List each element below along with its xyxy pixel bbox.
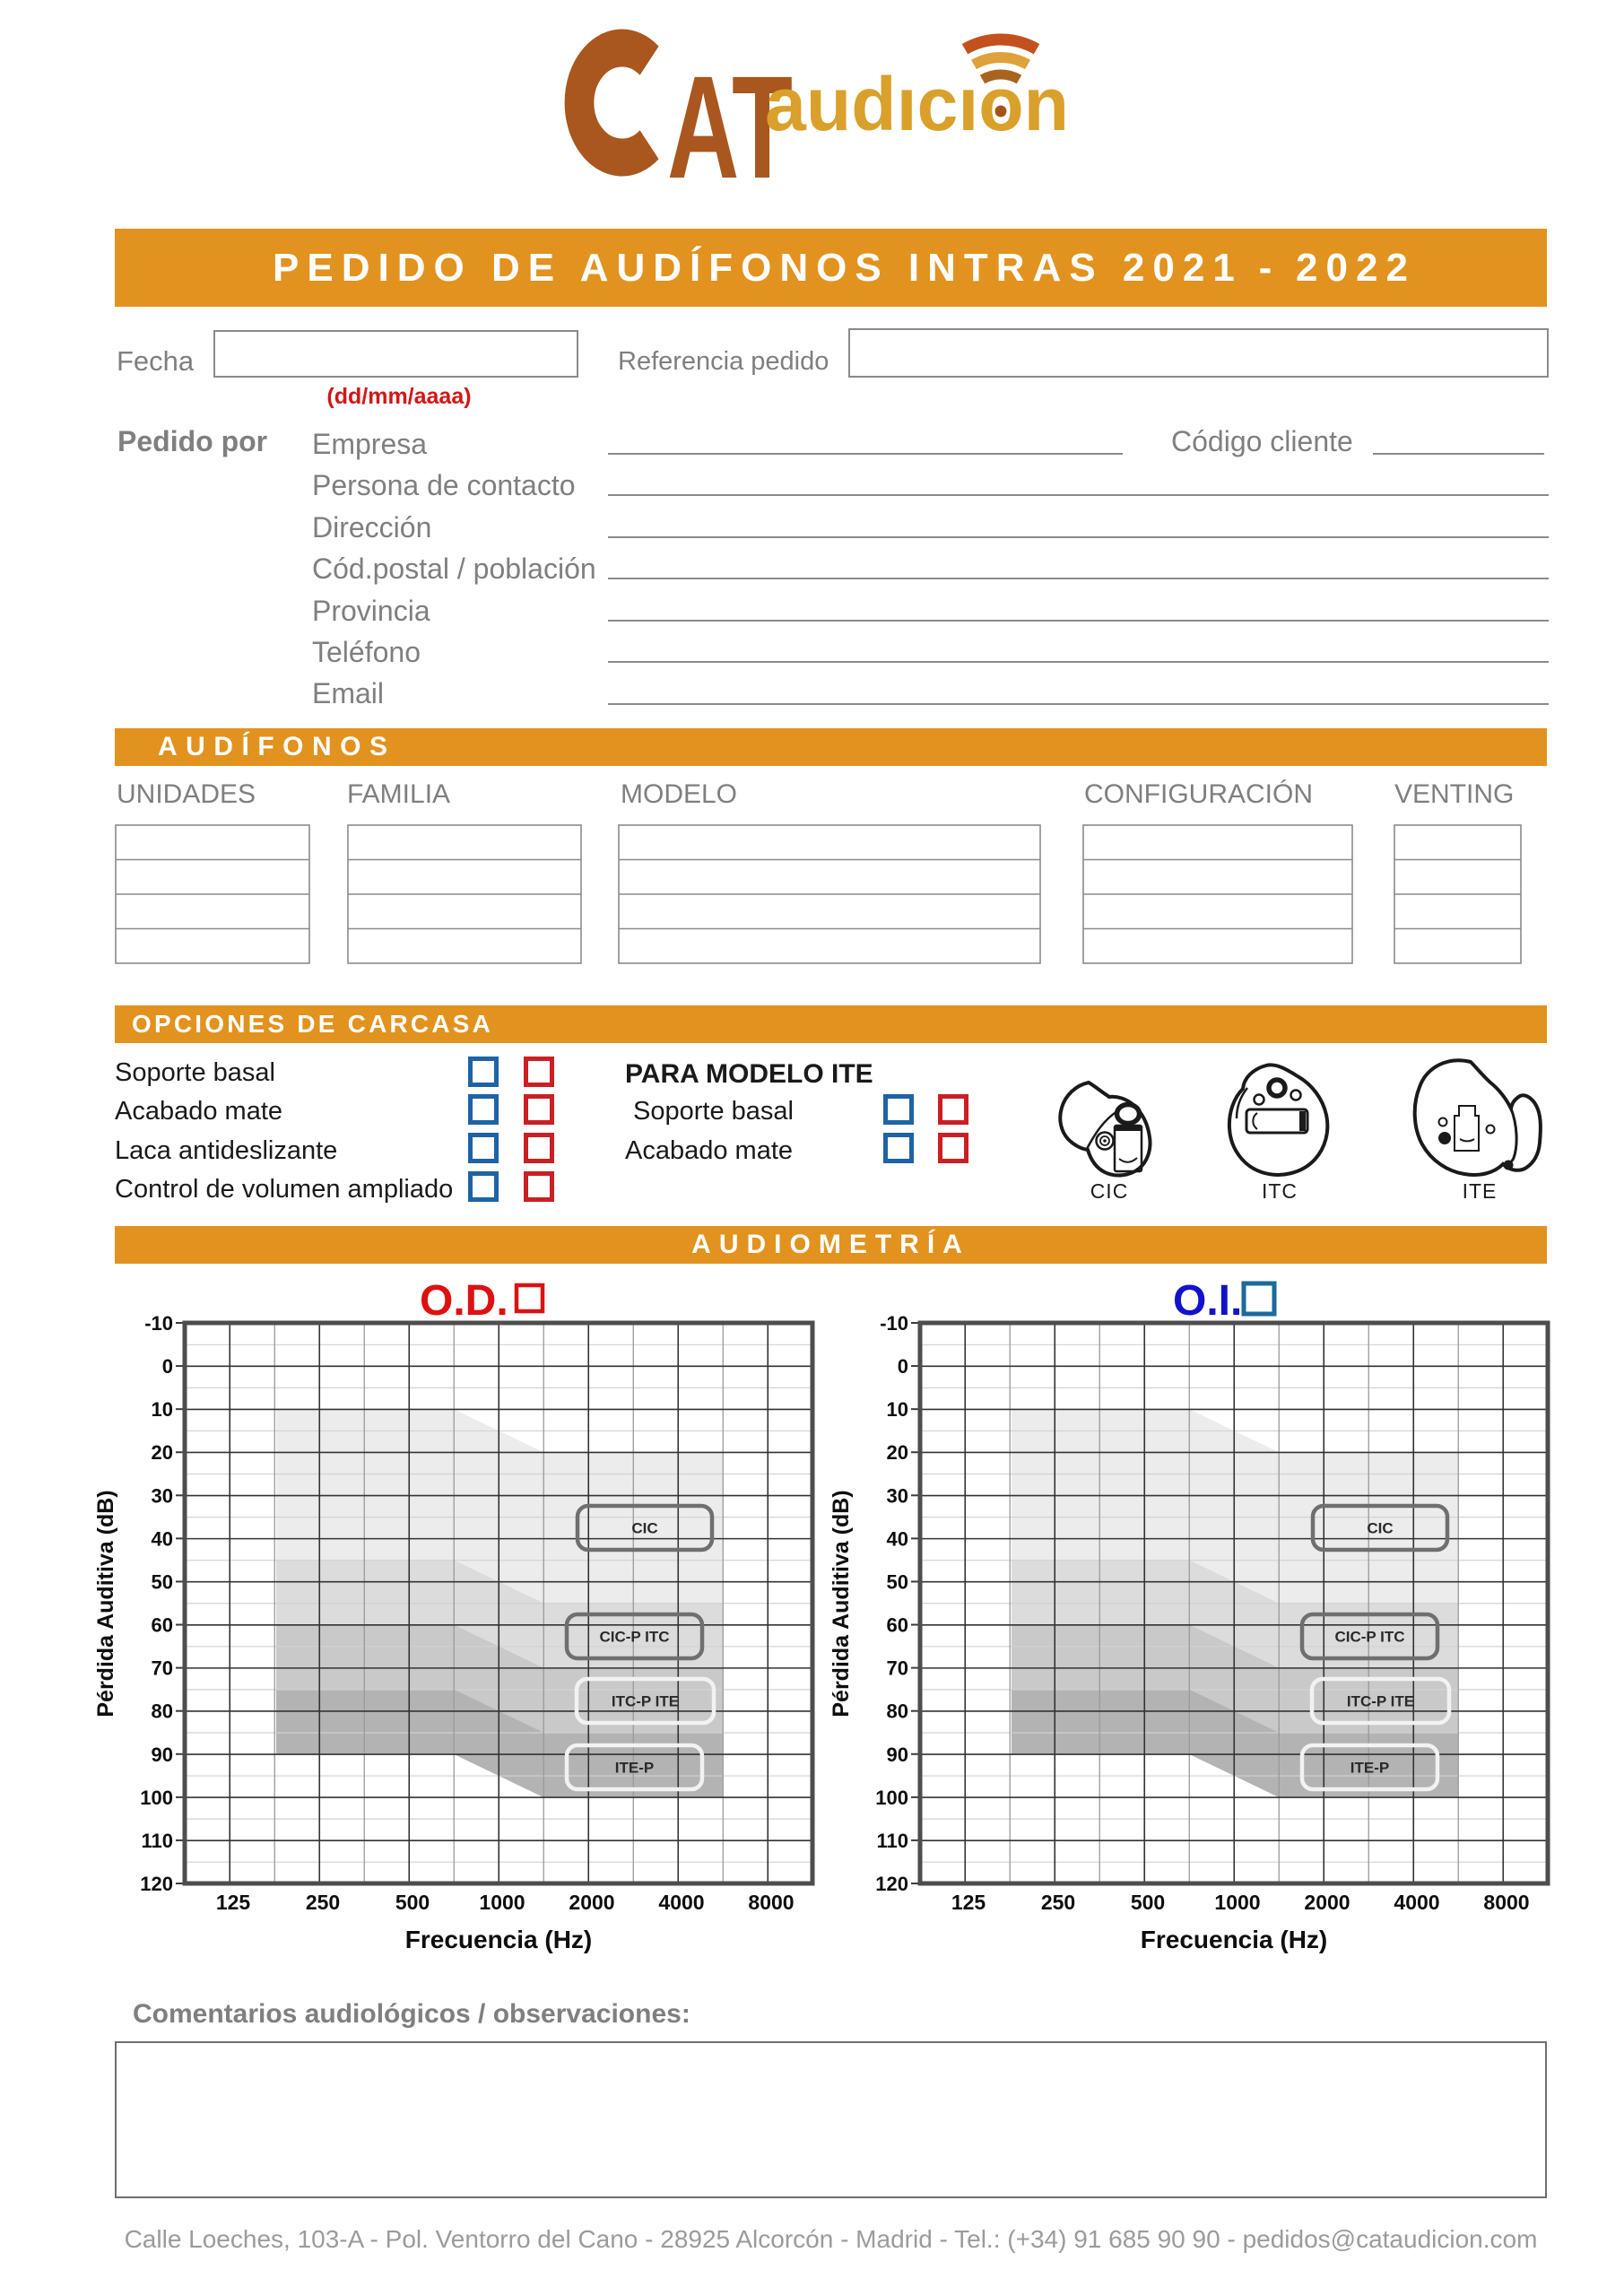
svg-text:Frecuencia (Hz): Frecuencia (Hz) xyxy=(405,1926,593,1953)
svg-text:ITC-P ITE: ITC-P ITE xyxy=(612,1693,679,1710)
svg-text:50: 50 xyxy=(152,1570,173,1593)
svg-text:Pérdida Auditiva (dB): Pérdida Auditiva (dB) xyxy=(93,1490,118,1717)
svg-text:110: 110 xyxy=(142,1830,174,1852)
svg-text:1000: 1000 xyxy=(479,1891,525,1914)
svg-text:O.D.: O.D. xyxy=(420,1277,508,1325)
svg-text:ITE-P: ITE-P xyxy=(615,1760,654,1777)
svg-text:120: 120 xyxy=(140,1873,173,1895)
svg-text:CIC-P ITC: CIC-P ITC xyxy=(1334,1629,1404,1646)
svg-text:250: 250 xyxy=(1041,1891,1075,1914)
svg-text:80: 80 xyxy=(887,1700,908,1723)
svg-text:2000: 2000 xyxy=(1304,1891,1350,1914)
svg-text:-10: -10 xyxy=(144,1312,173,1335)
svg-text:60: 60 xyxy=(887,1614,908,1637)
svg-text:2000: 2000 xyxy=(569,1891,614,1914)
svg-text:60: 60 xyxy=(152,1614,173,1637)
svg-text:30: 30 xyxy=(887,1484,908,1507)
svg-text:120: 120 xyxy=(875,1873,908,1895)
svg-text:30: 30 xyxy=(152,1484,173,1507)
svg-text:-10: -10 xyxy=(880,1312,908,1335)
svg-text:125: 125 xyxy=(216,1891,251,1914)
svg-text:70: 70 xyxy=(152,1657,173,1680)
svg-text:1000: 1000 xyxy=(1214,1891,1260,1914)
svg-text:100: 100 xyxy=(875,1787,908,1809)
svg-text:110: 110 xyxy=(877,1830,909,1852)
svg-text:10: 10 xyxy=(152,1398,173,1421)
svg-text:ITE-P: ITE-P xyxy=(1350,1760,1389,1777)
svg-text:4000: 4000 xyxy=(1394,1891,1439,1914)
svg-text:CIC-P ITC: CIC-P ITC xyxy=(599,1629,669,1646)
svg-text:8000: 8000 xyxy=(748,1891,794,1914)
svg-text:0: 0 xyxy=(898,1355,908,1378)
svg-text:40: 40 xyxy=(152,1527,173,1550)
svg-text:40: 40 xyxy=(887,1527,908,1550)
svg-text:100: 100 xyxy=(140,1787,173,1809)
svg-text:O.I.: O.I. xyxy=(1173,1277,1242,1325)
svg-text:70: 70 xyxy=(887,1657,908,1680)
svg-text:0: 0 xyxy=(162,1355,173,1378)
svg-text:80: 80 xyxy=(152,1700,173,1723)
svg-text:500: 500 xyxy=(1131,1891,1165,1914)
svg-text:90: 90 xyxy=(887,1744,908,1766)
svg-text:CIC: CIC xyxy=(1367,1520,1393,1537)
svg-text:10: 10 xyxy=(887,1398,908,1421)
svg-text:ITC: ITC xyxy=(1262,1179,1298,1203)
svg-text:8000: 8000 xyxy=(1483,1891,1529,1914)
svg-text:Frecuencia (Hz): Frecuencia (Hz) xyxy=(1141,1926,1328,1953)
svg-text:ITE: ITE xyxy=(1463,1179,1498,1203)
svg-text:90: 90 xyxy=(152,1744,173,1766)
svg-text:CIC: CIC xyxy=(1090,1179,1129,1203)
svg-text:CIC: CIC xyxy=(631,1520,657,1537)
svg-text:AT: AT xyxy=(667,45,793,188)
svg-text:250: 250 xyxy=(306,1891,340,1914)
svg-text:4000: 4000 xyxy=(658,1891,704,1914)
svg-text:Pérdida Auditiva (dB): Pérdida Auditiva (dB) xyxy=(829,1490,854,1717)
svg-text:500: 500 xyxy=(395,1891,430,1914)
svg-text:50: 50 xyxy=(887,1570,908,1593)
svg-text:20: 20 xyxy=(152,1441,173,1464)
svg-text:20: 20 xyxy=(887,1441,908,1464)
svg-text:ITC-P ITE: ITC-P ITE xyxy=(1347,1693,1414,1710)
svg-text:125: 125 xyxy=(951,1891,986,1914)
